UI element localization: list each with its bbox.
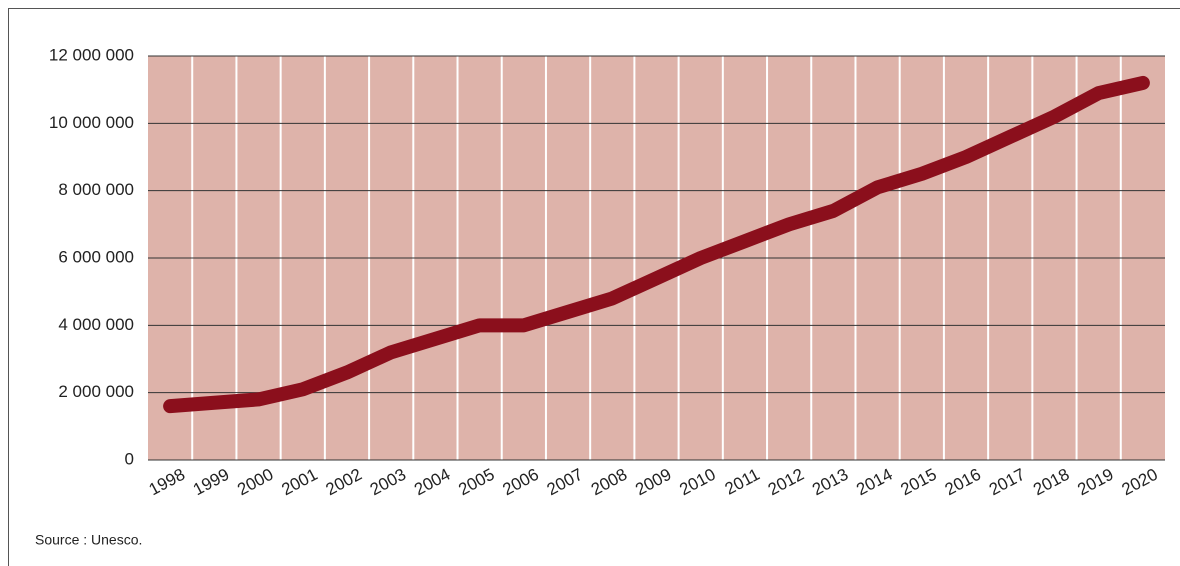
x-tick-label: 2003: [367, 465, 409, 500]
x-tick-label: 2018: [1030, 465, 1072, 500]
y-tick-label: 2 000 000: [58, 382, 134, 401]
x-tick-label: 2004: [411, 465, 453, 500]
y-tick-label: 6 000 000: [58, 247, 134, 266]
x-tick-label: 2001: [278, 465, 320, 500]
x-tick-label: 2015: [897, 465, 939, 500]
x-tick-label: 2019: [1074, 465, 1116, 500]
x-tick-label: 2000: [234, 465, 276, 500]
x-tick-label: 2016: [942, 465, 984, 500]
frame: [8, 8, 1180, 566]
y-tick-label: 10 000 000: [49, 113, 134, 132]
x-tick-label: 2011: [722, 465, 763, 499]
x-tick-label: 2006: [500, 465, 542, 500]
source: Source : Unesco.: [35, 532, 142, 548]
x-tick-label: 2020: [1119, 465, 1161, 500]
x-tick-label: 2009: [632, 465, 674, 500]
x-tick-label: 2005: [455, 465, 497, 500]
x-tick-label: 2002: [323, 465, 365, 500]
y-tick-label: 0: [125, 449, 134, 468]
x-tick-label: 2010: [676, 465, 718, 500]
x-tick-label: 2012: [765, 465, 807, 500]
y-tick-label: 12 000 000: [49, 45, 134, 64]
x-tick-label: 2017: [986, 465, 1028, 500]
x-tick-label: 2007: [544, 465, 586, 500]
x-tick-label: 2014: [853, 465, 895, 500]
x-tick-label: 2013: [809, 465, 851, 500]
y-tick-label: 4 000 000: [58, 315, 134, 334]
line: [163, 75, 1150, 414]
x-tick-label: 1999: [190, 465, 232, 500]
x-tick-label: 2008: [588, 465, 630, 500]
y-tick-label: 8 000 000: [58, 180, 134, 199]
x-tick-label: 1998: [146, 465, 188, 500]
